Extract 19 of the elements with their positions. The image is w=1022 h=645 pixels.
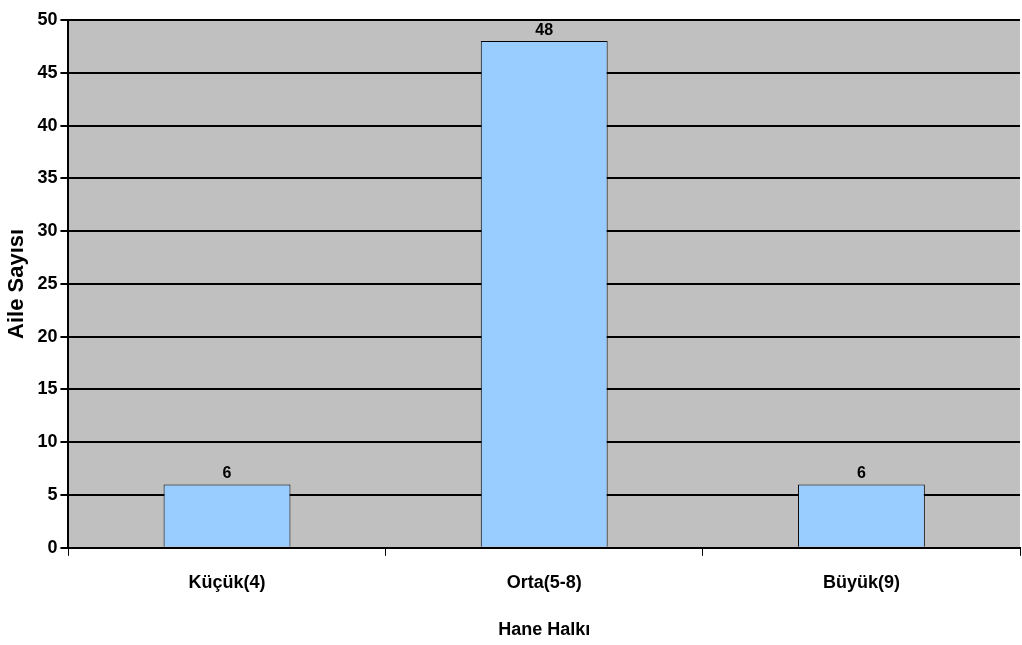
y-tick-label: 15 <box>37 378 58 399</box>
data-label: 48 <box>535 20 554 38</box>
y-axis-title: Aile Sayısı <box>3 228 29 339</box>
y-tick-label: 5 <box>47 483 58 504</box>
y-tick-label: 50 <box>37 8 58 29</box>
x-tick-label: Orta(5-8) <box>506 571 582 592</box>
y-tick-label: 30 <box>37 220 58 241</box>
y-tick-label: 40 <box>37 114 58 135</box>
y-tick-label: 10 <box>37 431 58 452</box>
y-tick-label: 25 <box>37 272 58 293</box>
y-tick-label: 20 <box>37 325 58 346</box>
x-tick-label: Küçük(4) <box>188 571 266 592</box>
data-label: 6 <box>222 463 232 481</box>
y-tick-label: 0 <box>47 536 58 557</box>
y-tick-label: 45 <box>37 61 58 82</box>
y-tick-label: 35 <box>37 167 58 188</box>
x-tick-label: Büyük(9) <box>822 571 900 592</box>
x-axis-title: Hane Halkı <box>498 619 591 640</box>
data-label: 6 <box>856 463 866 481</box>
